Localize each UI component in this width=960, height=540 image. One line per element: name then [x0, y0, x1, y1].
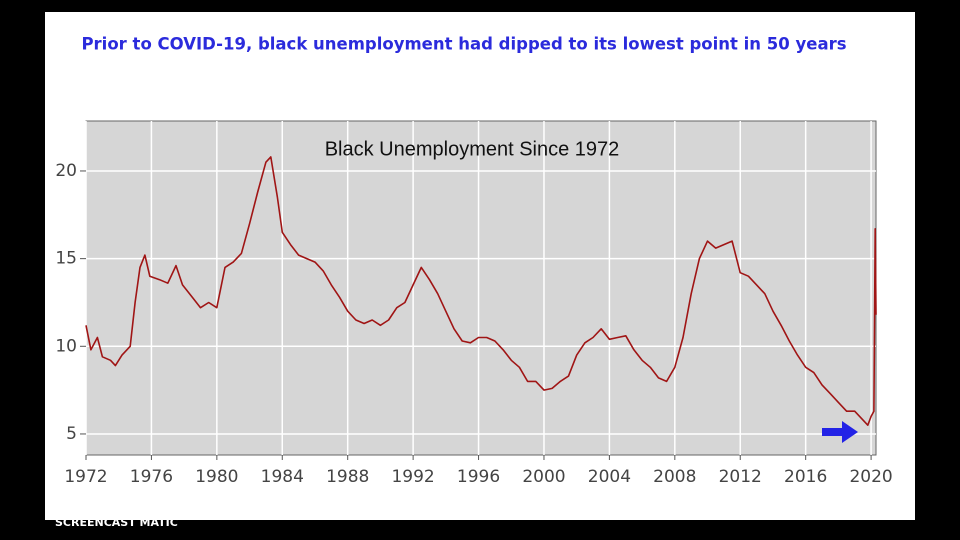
x-tick-label: 2012 [719, 467, 762, 487]
y-tick-label: 20 [55, 161, 77, 181]
x-tick-label: 2020 [849, 467, 892, 487]
x-tick-label: 1976 [130, 467, 173, 487]
x-tick-label: 2016 [784, 467, 827, 487]
source: US Department of Labor [45, 502, 143, 511]
watermark: SCREENCAST MATIC [55, 516, 178, 529]
arrow [822, 421, 858, 443]
x-tick-label: 1988 [326, 467, 369, 487]
y-tick-label: 15 [55, 249, 77, 269]
x-tick-label: 1972 [64, 467, 107, 487]
data-line [85, 156, 877, 426]
x-tick-label: 2000 [522, 467, 565, 487]
x-tick-label: 2004 [588, 467, 631, 487]
x-tick-label: 1980 [195, 467, 238, 487]
x-tick-label: 2008 [653, 467, 696, 487]
x-tick-label: 1984 [261, 467, 304, 487]
slide-title: Prior to COVID-19, black unemployment ha… [81, 35, 846, 54]
plot-area [85, 120, 877, 456]
x-tick-label: 1996 [457, 467, 500, 487]
y-tick-label: 10 [55, 336, 77, 356]
x-tick-label: 1992 [391, 467, 434, 487]
chart-subtitle: Black Unemployment Since 1972 [325, 138, 620, 160]
y-tick-label: 5 [66, 424, 77, 444]
